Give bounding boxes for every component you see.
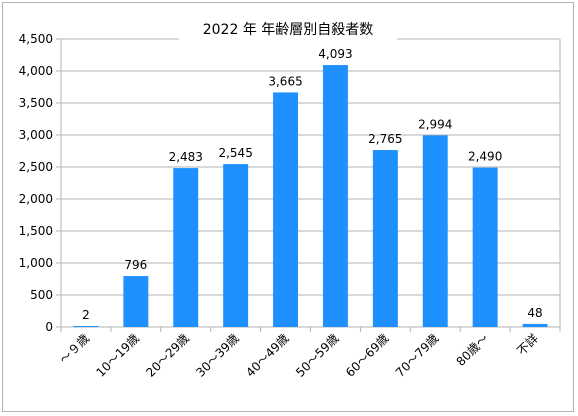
x-tick-label: 50～59歳 <box>293 331 341 379</box>
x-tick-label: 不詳 <box>514 331 542 359</box>
y-axis-ticks: 0 500 1,000 1,500 2,000 2,500 3,000 3,500 4,000 4… <box>19 32 53 334</box>
bar-chart: 2 796 2,483 2,545 3,665 4,093 2,765 2,994 2,490 4… <box>19 15 561 380</box>
y-tick-label: 1,500 <box>19 224 53 238</box>
chart-title: 2022 年 年齢層別自殺者数 <box>203 22 374 38</box>
x-tick-label: 70～79歳 <box>393 331 441 379</box>
y-tick-label: 3,000 <box>19 128 53 142</box>
y-tick-label: 3,500 <box>19 96 53 110</box>
bar <box>273 92 299 327</box>
y-tick-label: 2,500 <box>19 160 53 174</box>
x-tick-label: 10～19歳 <box>94 331 142 379</box>
data-label: 4,093 <box>318 47 352 61</box>
data-label: 48 <box>527 306 542 320</box>
x-axis-ticks: ～９歳 10～19歳 20～29歳 30～39歳 40～49歳 50～59歳 60～69歳 7… <box>57 331 541 380</box>
y-tick-label: 4,500 <box>19 32 53 46</box>
x-tick-label: ～９歳 <box>57 331 92 366</box>
bar <box>422 135 448 327</box>
data-label: 2,994 <box>418 117 452 131</box>
data-label: 2,545 <box>218 146 252 160</box>
title-background <box>179 15 397 41</box>
chart-frame: 2 796 2,483 2,545 3,665 4,093 2,765 2,994 2,490 4… <box>2 2 574 412</box>
bar <box>472 167 498 327</box>
y-tick-label: 4,000 <box>19 64 53 78</box>
x-tick-label: 80歳～ <box>454 331 492 369</box>
x-tick-label: 60～69歳 <box>343 331 391 379</box>
bar <box>123 276 149 327</box>
x-tick-label: 20～29歳 <box>143 331 191 379</box>
data-label: 3,665 <box>268 74 302 88</box>
y-tick-label: 1,000 <box>19 256 53 270</box>
data-label: 2 <box>82 308 90 322</box>
x-tick-label: 40～49歳 <box>243 331 291 379</box>
bar <box>322 65 348 327</box>
y-tick-label: 0 <box>45 320 53 334</box>
y-tick-label: 2,000 <box>19 192 53 206</box>
bars <box>73 65 548 327</box>
y-tick-label: 500 <box>30 288 53 302</box>
data-label: 2,483 <box>169 150 203 164</box>
x-tick-label: 30～39歳 <box>193 331 241 379</box>
data-label: 2,765 <box>368 132 402 146</box>
data-label: 2,490 <box>468 150 502 164</box>
data-labels: 2 796 2,483 2,545 3,665 4,093 2,765 2,994 2,490 4… <box>82 47 543 322</box>
bar <box>73 326 99 327</box>
bar <box>522 323 548 327</box>
bar <box>372 150 398 327</box>
bar <box>173 168 199 327</box>
data-label: 796 <box>124 258 147 272</box>
bar <box>223 164 249 327</box>
